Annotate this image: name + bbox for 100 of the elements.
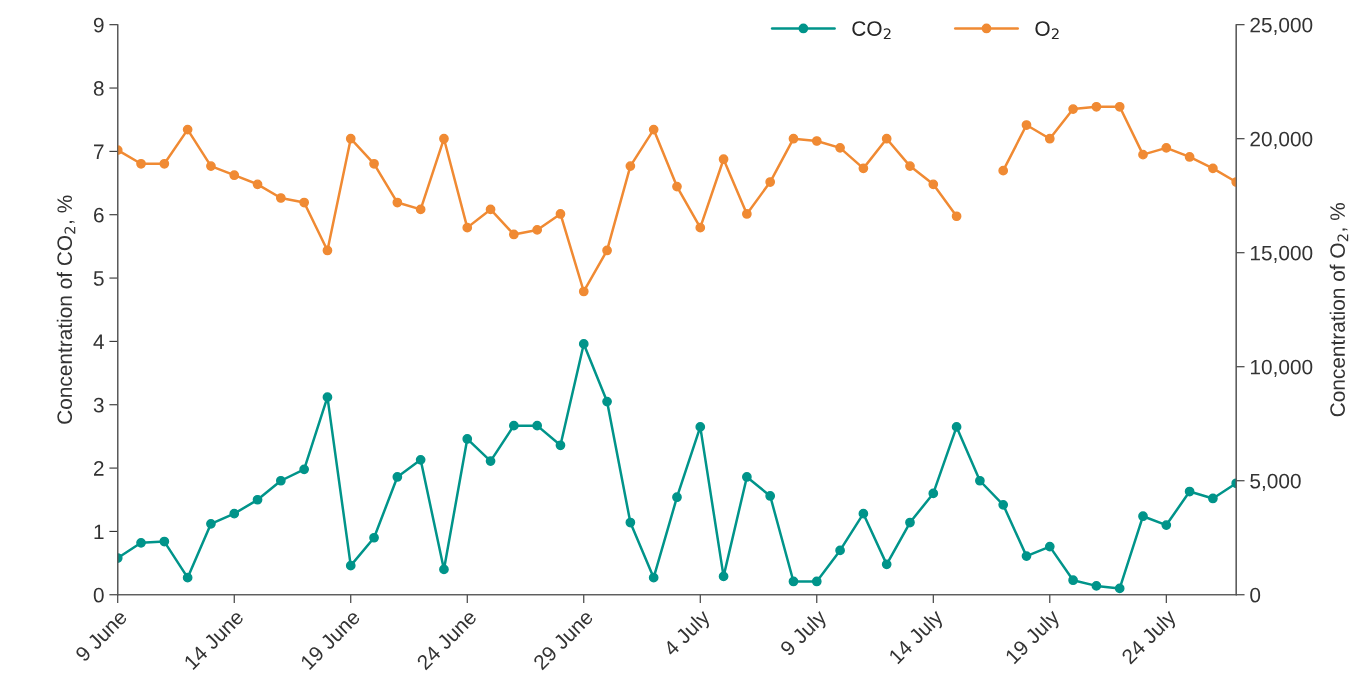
point [252,179,263,190]
point [998,499,1009,510]
point [555,209,566,219]
point [765,491,776,501]
point [182,124,193,135]
point [858,508,869,519]
point [672,181,682,192]
point [415,204,426,215]
point [485,204,496,215]
point [1044,133,1055,144]
point [206,161,216,171]
y-tick-label: 2 [94,461,104,476]
point [439,133,449,144]
legend-label: O$_{2}$ [1035,21,1059,40]
point [1138,511,1148,522]
point [345,560,356,571]
point [742,472,752,482]
point [299,197,310,208]
point [788,576,799,587]
point [951,422,962,432]
point [229,508,240,519]
y2-tick-label: 15,000 [1250,245,1313,263]
point [975,475,985,486]
point [648,124,659,135]
y-tick-label: 7 [94,144,104,159]
point [508,229,519,240]
x-tick-label: 19 July [1004,607,1064,668]
point [905,517,915,528]
y-tick-label: 8 [93,81,104,96]
point [1068,104,1078,114]
y2-tick-label: 5,000 [1250,473,1301,491]
x-tick-label: 9 July [778,607,831,660]
point [159,158,170,169]
point [322,392,333,403]
point [695,422,706,432]
point [392,472,403,482]
point [881,559,892,570]
point [695,222,706,233]
point [811,576,822,587]
point [1021,551,1032,561]
point [811,136,822,146]
point [1161,142,1172,153]
y-tick-label: 5 [93,271,104,286]
point [1184,486,1195,497]
point [578,286,589,297]
point [275,193,286,203]
point [532,225,543,235]
point [625,161,636,171]
y-tick-label: 1 [94,524,104,539]
y2-tick-label: 20,000 [1250,131,1313,149]
point [765,177,776,187]
point [578,339,589,349]
point [835,142,845,153]
point [1091,101,1102,112]
point [905,161,915,171]
point [788,133,799,144]
point [602,245,612,256]
point [229,170,240,181]
y-tick-label: 3 [93,397,104,413]
point [136,537,146,548]
point [299,464,310,475]
point [508,420,519,431]
point [648,572,659,583]
point [672,492,682,503]
point [136,158,146,169]
point [625,517,636,528]
point [462,222,473,233]
point [1114,583,1125,594]
point [462,434,473,444]
point [1138,149,1148,160]
point [881,133,892,144]
point [1208,163,1218,174]
point [1114,101,1125,112]
point [998,165,1009,176]
point [392,197,403,208]
y-axis-title: Concentration of CO$_{2}$, % [56,195,76,424]
point [485,456,496,466]
point [252,494,263,505]
y-tick-label: 9 [93,17,104,33]
point [1091,581,1102,591]
x-tick-label: 24 July [1120,607,1181,668]
point [369,532,379,543]
point [928,179,939,190]
y2-tick-label: 0 [1250,587,1261,603]
legend-label: CO$_{2}$ [852,21,891,40]
point [322,245,333,256]
point [275,475,286,486]
point [345,133,356,144]
point [369,158,379,169]
y2-tick-label: 10,000 [1250,359,1313,377]
point [206,518,216,529]
point [1068,575,1078,586]
point [439,564,449,575]
y-tick-label: 0 [93,587,104,603]
point [532,420,543,431]
y-tick-label: 4 [93,334,104,349]
point [1021,120,1032,130]
point [928,488,939,499]
point [159,536,170,547]
point [555,440,566,451]
